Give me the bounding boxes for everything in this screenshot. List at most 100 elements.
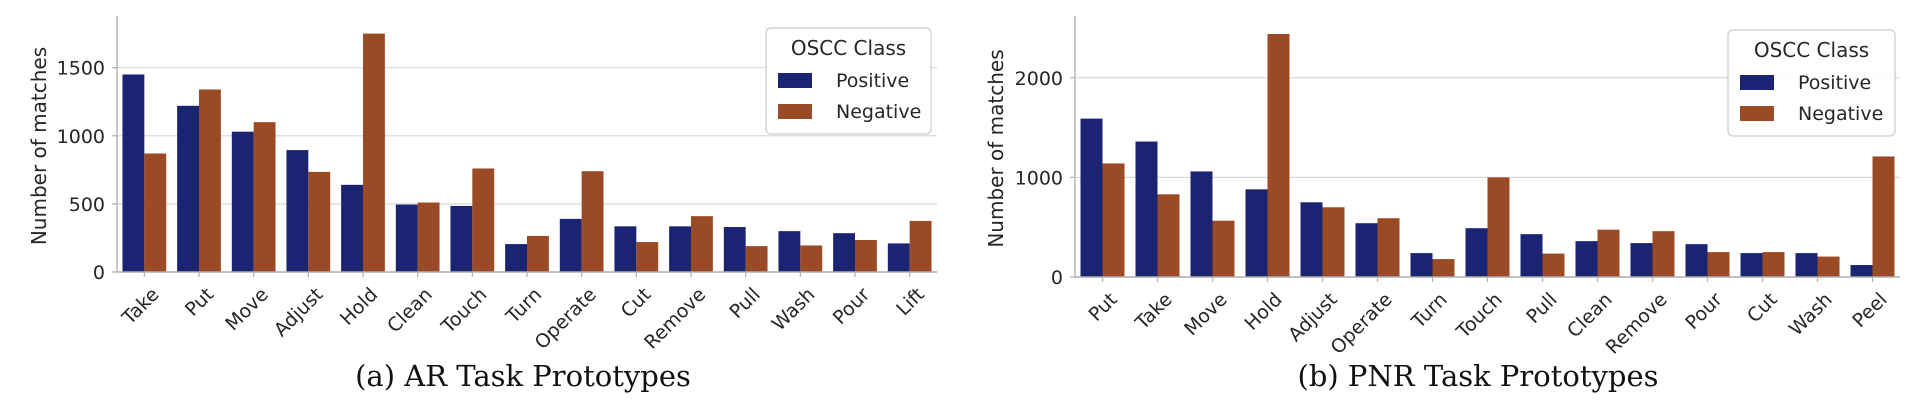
bar-negative-remove: [1652, 231, 1675, 277]
x-tick-label: Adjust: [270, 284, 328, 342]
y-tick-label: 0: [93, 262, 105, 284]
bar-negative-adjust: [1322, 207, 1345, 277]
x-tick-label: Clean: [1563, 289, 1617, 343]
x-tick-label: Take: [117, 284, 163, 330]
bar-positive-cut: [614, 226, 637, 272]
bar-negative-cut: [636, 242, 659, 272]
x-tick-label: Pull: [1522, 289, 1561, 328]
y-tick-label: 500: [69, 194, 105, 216]
legend-label-negative: Negative: [1798, 103, 1883, 125]
x-tick-label: Pull: [725, 284, 764, 323]
y-tick-label: 2000: [1015, 68, 1063, 90]
legend: OSCC Class Positive Negative: [1727, 29, 1896, 137]
x-tick-label: Touch: [437, 284, 492, 339]
x-tick-label: Hold: [336, 284, 382, 330]
bar-positive-operate: [1355, 223, 1378, 277]
bar-positive-clean: [1575, 241, 1598, 277]
bar-positive-adjust: [286, 150, 309, 272]
bar-negative-hold: [1267, 33, 1290, 277]
x-tick-label: Move: [221, 284, 273, 336]
bar-positive-clean: [395, 204, 418, 272]
x-tick-label: Clean: [383, 284, 437, 338]
x-tick-label: Touch: [1452, 289, 1507, 344]
bar-negative-wash: [1817, 256, 1840, 277]
x-tick-label: Move: [1180, 289, 1232, 341]
bar-positive-hold: [341, 184, 363, 272]
bar-negative-clean: [1597, 229, 1620, 277]
bar-negative-pour: [855, 239, 877, 272]
x-tick-label: Lift: [892, 284, 929, 321]
bar-positive-move: [231, 131, 254, 272]
bar-positive-wash: [778, 231, 801, 272]
x-tick-label: Remove: [640, 284, 710, 354]
bar-positive-cut: [1740, 253, 1763, 277]
x-tick-label: Pour: [1681, 288, 1727, 334]
bar-positive-pour: [833, 233, 855, 272]
x-tick-label: Operate: [1326, 289, 1396, 359]
y-axis-title: Number of matches: [27, 47, 51, 245]
bar-negative-operate: [1377, 218, 1400, 277]
y-axis-title: Number of matches: [984, 49, 1008, 247]
legend-title: OSCC Class: [791, 36, 906, 60]
x-tick-label: Wash: [1785, 289, 1837, 341]
bar-positive-hold: [1245, 189, 1268, 277]
x-tick-label: Wash: [768, 284, 820, 336]
legend-swatch-negative: [778, 104, 812, 119]
x-tick-label: Cut: [617, 284, 656, 323]
bar-positive-pull: [1520, 234, 1543, 277]
bar-negative-turn: [527, 235, 549, 272]
y-tick-label: 1000: [57, 126, 105, 148]
x-tick-label: Turn: [1407, 289, 1452, 334]
bar-negative-hold: [363, 33, 385, 273]
bar-positive-turn: [505, 244, 527, 272]
legend-swatch-positive: [778, 73, 812, 88]
bar-positive-pour: [1685, 244, 1708, 277]
x-tick-label: Put: [1084, 289, 1121, 326]
bar-negative-clean: [417, 202, 440, 272]
x-tick-label: Peel: [1848, 289, 1891, 332]
bar-positive-turn: [1410, 253, 1433, 277]
x-tick-label: Turn: [501, 284, 546, 329]
bar-negative-take: [1157, 194, 1180, 277]
bar-negative-peel: [1872, 156, 1895, 277]
x-tick-label: Pour: [829, 283, 875, 329]
legend: OSCC Class Positive Negative: [765, 27, 932, 135]
bar-negative-turn: [1432, 259, 1455, 277]
bar-negative-take: [144, 153, 167, 272]
bar-positive-touch: [450, 205, 473, 272]
bar-negative-touch: [1487, 177, 1510, 277]
x-tick-label: Cut: [1743, 289, 1782, 328]
x-tick-label: Hold: [1240, 289, 1286, 335]
bar-negative-lift: [909, 220, 932, 272]
bar-negative-touch: [472, 168, 495, 272]
legend-label-positive: Positive: [1798, 72, 1871, 94]
bar-positive-wash: [1795, 253, 1818, 277]
legend-label-negative: Negative: [836, 101, 921, 123]
bar-negative-wash: [800, 245, 823, 272]
legend-swatch-negative: [1740, 106, 1774, 121]
chart-caption: (a) AR Task Prototypes: [355, 359, 691, 393]
bar-positive-peel: [1850, 265, 1873, 277]
y-tick-label: 1000: [1015, 167, 1063, 189]
legend-title: OSCC Class: [1754, 38, 1869, 62]
legend-label-positive: Positive: [836, 70, 909, 92]
bar-positive-take: [1135, 141, 1158, 277]
bar-negative-cut: [1762, 252, 1785, 277]
chart-caption: (b) PNR Task Prototypes: [1298, 359, 1659, 393]
bar-negative-put: [199, 89, 221, 272]
bar-positive-touch: [1465, 228, 1488, 277]
bar-positive-adjust: [1300, 202, 1323, 277]
bar-positive-remove: [669, 226, 691, 272]
legend-swatch-positive: [1740, 75, 1774, 90]
y-tick-label: 1500: [57, 58, 105, 80]
bar-positive-remove: [1630, 243, 1653, 277]
x-tick-label: Take: [1131, 289, 1177, 335]
bar-positive-pull: [723, 227, 746, 272]
bar-positive-take: [122, 74, 145, 273]
bar-positive-operate: [559, 218, 582, 272]
bar-negative-pull: [745, 246, 768, 272]
bar-negative-pour: [1707, 252, 1730, 277]
